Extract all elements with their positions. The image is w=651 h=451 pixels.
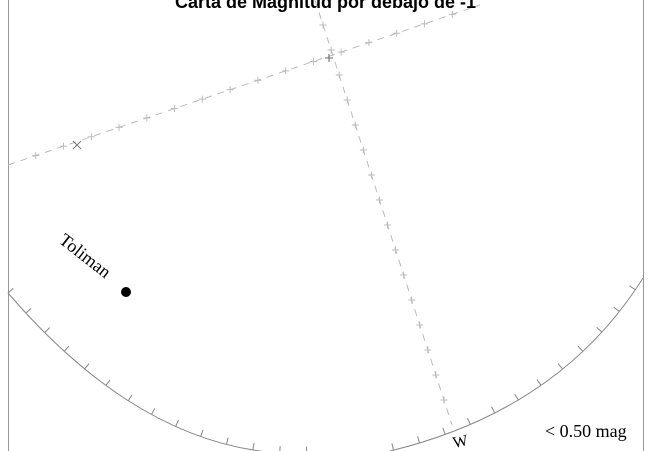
grid-line-vertical xyxy=(314,0,453,426)
grid-cross xyxy=(309,57,317,65)
grid-cross xyxy=(343,96,351,104)
horizon-tick xyxy=(442,427,446,435)
direction-label: W xyxy=(451,432,470,451)
horizon-tick xyxy=(252,442,255,451)
grid-cross xyxy=(392,246,400,254)
horizon-tick xyxy=(63,345,70,352)
grid-cross xyxy=(60,142,68,150)
horizon-tick xyxy=(491,406,496,414)
grid-cross xyxy=(367,171,375,179)
grid-cross xyxy=(115,123,123,131)
grid-cross xyxy=(440,396,448,404)
horizon-tick xyxy=(105,379,111,386)
grid-cross xyxy=(337,48,345,56)
grid-cross xyxy=(416,321,424,329)
grid-cross xyxy=(143,114,151,122)
horizon-tick xyxy=(417,436,421,444)
chart-title: Carta de Magnitud por debajo de -1 xyxy=(174,0,477,12)
grid-cross xyxy=(359,146,367,154)
grid-cross xyxy=(282,67,290,75)
horizon-tick xyxy=(84,363,90,370)
horizon-circle xyxy=(7,277,644,451)
grid-cross xyxy=(254,76,262,84)
grid-cross xyxy=(432,371,440,379)
grid-cross xyxy=(87,133,95,141)
grid-line-upper xyxy=(7,4,481,166)
horizon-tick xyxy=(467,417,471,425)
magnitude-note: < 0.50 mag xyxy=(545,421,627,441)
grid-cross xyxy=(365,39,373,47)
grid-marker-x xyxy=(72,140,82,150)
grid-cross xyxy=(32,152,40,160)
grid-cross xyxy=(325,54,333,62)
grid-cross xyxy=(448,10,456,18)
grid-cross xyxy=(198,95,206,103)
horizon-tick xyxy=(596,327,603,333)
grid-cross xyxy=(408,296,416,304)
grid-cross xyxy=(351,121,359,129)
grid-cross xyxy=(400,271,408,279)
grid-cross xyxy=(319,21,327,29)
grid-cross xyxy=(226,86,234,94)
horizon-tick xyxy=(629,285,636,291)
horizon-tick xyxy=(25,308,32,314)
star-label-toliman: Toliman xyxy=(56,229,115,282)
grid-crosses xyxy=(32,10,456,404)
grid-cross xyxy=(424,346,432,354)
horizon-tick xyxy=(577,345,584,352)
horizon-tick xyxy=(127,394,133,401)
horizon-tick xyxy=(151,408,156,415)
horizon-tick xyxy=(536,379,542,386)
grid-cross xyxy=(393,29,401,37)
horizon-tick xyxy=(557,363,563,370)
star-toliman[interactable] xyxy=(121,287,131,297)
horizon-tick xyxy=(200,429,204,437)
horizon-tick xyxy=(613,306,620,312)
horizon-tick xyxy=(514,393,519,401)
grid-cross xyxy=(420,20,428,28)
horizon-tick xyxy=(44,327,50,333)
horizon-tick xyxy=(175,419,179,427)
grid-cross xyxy=(375,196,383,204)
horizon-ticks xyxy=(7,285,636,451)
horizon-tick xyxy=(7,288,14,294)
grid-cross xyxy=(384,221,392,229)
grid-cross xyxy=(171,105,179,113)
horizon-tick xyxy=(225,437,229,445)
grid-cross xyxy=(335,71,343,79)
horizon-tick xyxy=(391,443,395,451)
grid-cross xyxy=(327,46,335,54)
